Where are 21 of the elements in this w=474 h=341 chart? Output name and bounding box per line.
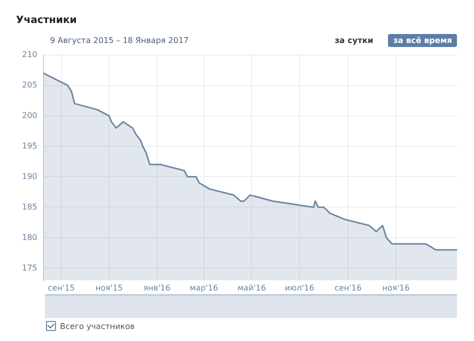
y-tick-label: 195 — [22, 141, 38, 150]
x-tick-label: сен'15 — [48, 283, 75, 292]
y-tick-label: 205 — [22, 80, 38, 90]
x-tick-label: янв'16 — [143, 283, 170, 292]
chart-subtitle: 9 Августа 2015 – 18 Января 2017 — [50, 36, 189, 45]
y-tick-label: 210 — [22, 50, 38, 59]
x-tick-label: ноя'16 — [382, 283, 410, 292]
x-tick-label: ноя'15 — [95, 283, 123, 292]
x-tick-label: сен'16 — [334, 283, 362, 292]
text: за всё время — [388, 34, 457, 47]
y-tick-label: 190 — [22, 172, 38, 181]
x-tick-label: июл'16 — [284, 283, 314, 292]
y-tick-label: 175 — [22, 263, 38, 272]
chart-title: Участники — [16, 15, 77, 26]
y-tick-label: 185 — [22, 202, 38, 212]
legend-label: Всего участников — [60, 322, 135, 330]
x-tick-label: май'16 — [237, 283, 266, 292]
text: за сутки — [334, 35, 374, 47]
y-tick-label: 200 — [22, 110, 38, 120]
x-tick-label: мар'16 — [190, 283, 218, 292]
y-tick-label: 180 — [22, 232, 38, 242]
